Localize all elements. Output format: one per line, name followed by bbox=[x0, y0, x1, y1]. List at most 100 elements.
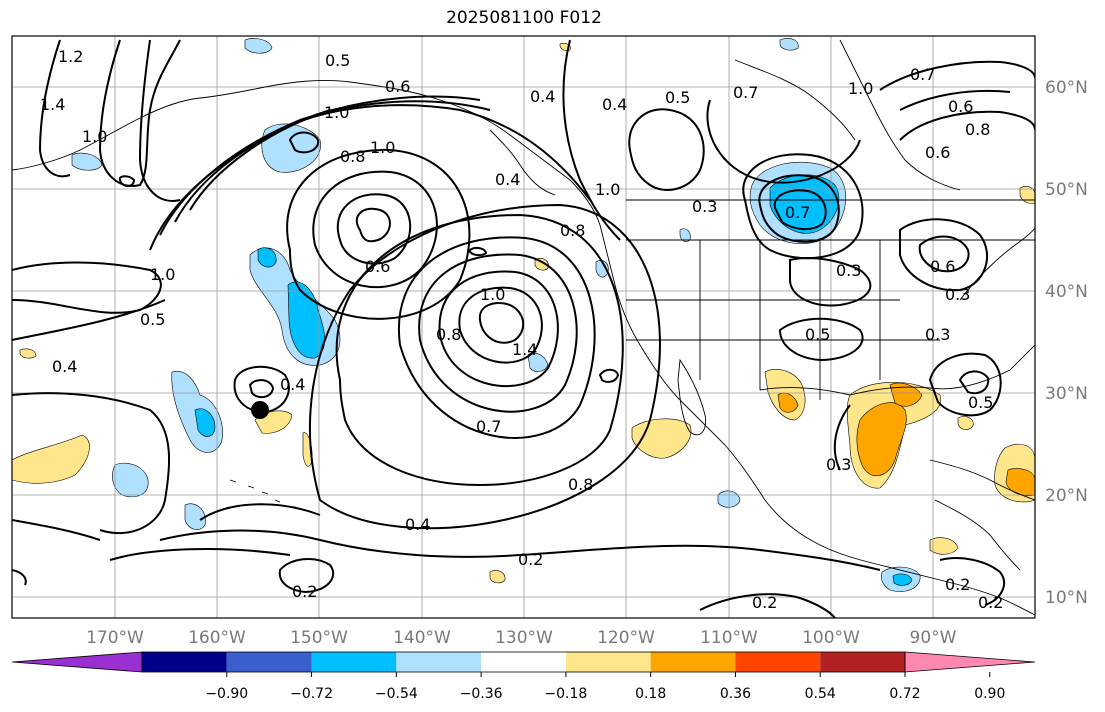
contour-label: 0.8 bbox=[340, 147, 365, 166]
contour-label: 1.0 bbox=[150, 265, 175, 284]
lat-label: 60°N bbox=[1045, 78, 1088, 98]
colorbar-segment bbox=[820, 652, 905, 672]
positive-shade bbox=[1005, 468, 1035, 497]
contour-label: 0.4 bbox=[602, 95, 627, 114]
positive-shade bbox=[19, 348, 37, 359]
contour-label: 0.5 bbox=[140, 310, 165, 329]
lon-label: 170°W bbox=[86, 628, 144, 648]
negative-shade bbox=[244, 38, 273, 54]
contour-label: 0.5 bbox=[968, 393, 993, 412]
negative-shade bbox=[257, 247, 277, 268]
lon-label: 140°W bbox=[393, 628, 451, 648]
lon-label: 110°W bbox=[700, 628, 758, 648]
colorbar-segment bbox=[226, 652, 312, 672]
contour-label: 0.3 bbox=[945, 285, 970, 304]
contour-label: 0.8 bbox=[965, 120, 990, 139]
negative-shade bbox=[184, 503, 206, 530]
graticule bbox=[12, 36, 1035, 618]
lon-label: 130°W bbox=[495, 628, 553, 648]
positive-shade bbox=[889, 382, 923, 407]
lon-label: 160°W bbox=[188, 628, 246, 648]
negative-shade bbox=[194, 408, 216, 437]
contour-label: 0.2 bbox=[978, 593, 1003, 612]
colorbar-tick-label: 0.54 bbox=[805, 686, 836, 702]
lon-label: 150°W bbox=[290, 628, 348, 648]
colorbar-tick-label: −0.54 bbox=[375, 686, 418, 702]
contour-labels: 1.2 1.4 1.0 0.5 0.6 1.0 0.8 1.0 0.4 0.4 … bbox=[40, 47, 1003, 612]
contour-label: 0.2 bbox=[292, 582, 317, 601]
contour-label: 0.3 bbox=[836, 261, 861, 280]
contour-label: 0.4 bbox=[280, 375, 305, 394]
contour-label: 1.0 bbox=[370, 138, 395, 157]
contour-label: 0.4 bbox=[405, 515, 430, 534]
colorbar-tick-label: −0.18 bbox=[544, 686, 587, 702]
contour-label: 1.0 bbox=[82, 127, 107, 146]
contour-label: 0.6 bbox=[385, 77, 410, 96]
contour-label: 0.3 bbox=[692, 197, 717, 216]
location-marker bbox=[251, 401, 269, 419]
positive-shade bbox=[1019, 186, 1035, 204]
positive-shade bbox=[534, 258, 549, 271]
colorbar-frame bbox=[141, 651, 906, 673]
colorbar-tick-label: 0.18 bbox=[635, 686, 666, 702]
lat-label: 10°N bbox=[1045, 588, 1088, 608]
colorbar-extend-high bbox=[904, 651, 1036, 673]
positive-shade bbox=[489, 570, 506, 584]
colorbar-segment bbox=[311, 652, 397, 672]
colorbar-tick-label: 0.36 bbox=[720, 686, 751, 702]
positive-shade bbox=[929, 537, 959, 555]
colorbar: −0.90 −0.72 −0.54 −0.36 −0.18 0.18 0.36 0.54 0.7… bbox=[11, 651, 1036, 702]
contour-label: 0.7 bbox=[733, 83, 758, 102]
contour-label: 0.6 bbox=[948, 97, 973, 116]
contour-label: 0.4 bbox=[495, 170, 520, 189]
colorbar-tick-label: −0.72 bbox=[290, 686, 333, 702]
lat-label: 50°N bbox=[1045, 180, 1088, 200]
contour-label: 0.6 bbox=[930, 257, 955, 276]
colorbar-segment bbox=[481, 652, 566, 672]
colorbar-tick-label: 0.90 bbox=[974, 686, 1005, 702]
contour-label: 0.3 bbox=[826, 455, 851, 474]
contour-label: 0.7 bbox=[910, 65, 935, 84]
contour-label: 1.0 bbox=[480, 285, 505, 304]
contour-label: 1.0 bbox=[324, 103, 349, 122]
contour-label: 1.0 bbox=[595, 180, 620, 199]
lat-label: 40°N bbox=[1045, 282, 1088, 302]
lat-label: 20°N bbox=[1045, 486, 1088, 506]
positive-shade bbox=[12, 434, 90, 484]
negative-shade bbox=[527, 352, 549, 372]
contour-label: 0.4 bbox=[530, 87, 555, 106]
map-area: 1.2 1.4 1.0 0.5 0.6 1.0 0.8 1.0 0.4 0.4 … bbox=[12, 36, 1035, 618]
contour-label: 0.2 bbox=[518, 550, 543, 569]
lon-label: 90°W bbox=[910, 628, 957, 648]
contour-label: 1.0 bbox=[848, 79, 873, 98]
contour-label: 0.6 bbox=[925, 143, 950, 162]
contour-label: 0.7 bbox=[785, 203, 810, 222]
colorbar-tick-label: −0.36 bbox=[460, 686, 503, 702]
contour-label: 0.6 bbox=[365, 257, 390, 276]
contour-label: 0.5 bbox=[325, 51, 350, 70]
lon-label: 120°W bbox=[597, 628, 655, 648]
latitude-labels: 60°N 50°N 40°N 30°N 20°N 10°N bbox=[1045, 78, 1088, 608]
colorbar-segment bbox=[735, 652, 821, 672]
longitude-labels: 170°W 160°W 150°W 140°W 130°W 120°W 110°… bbox=[86, 628, 957, 648]
colorbar-segment bbox=[565, 652, 651, 672]
figure-title: 2025081100 F012 bbox=[446, 8, 602, 28]
negative-shade bbox=[71, 152, 103, 171]
contour-layer bbox=[12, 39, 1035, 618]
lon-label: 100°W bbox=[802, 628, 860, 648]
colorbar-tick-label: −0.90 bbox=[205, 686, 248, 702]
map-frame bbox=[11, 35, 1036, 619]
positive-shade bbox=[856, 402, 907, 476]
contour-label: 0.3 bbox=[925, 325, 950, 344]
contour-label: 0.8 bbox=[436, 325, 461, 344]
contour-label: 0.4 bbox=[52, 357, 77, 376]
contour-label: 0.2 bbox=[945, 575, 970, 594]
contour-label: 1.4 bbox=[512, 340, 537, 359]
contour-label: 0.8 bbox=[568, 475, 593, 494]
contour-label: 1.4 bbox=[40, 95, 65, 114]
contour-label: 1.2 bbox=[58, 47, 83, 66]
positive-shade bbox=[957, 416, 974, 430]
colorbar-segment bbox=[142, 652, 227, 672]
negative-shade bbox=[892, 573, 913, 586]
